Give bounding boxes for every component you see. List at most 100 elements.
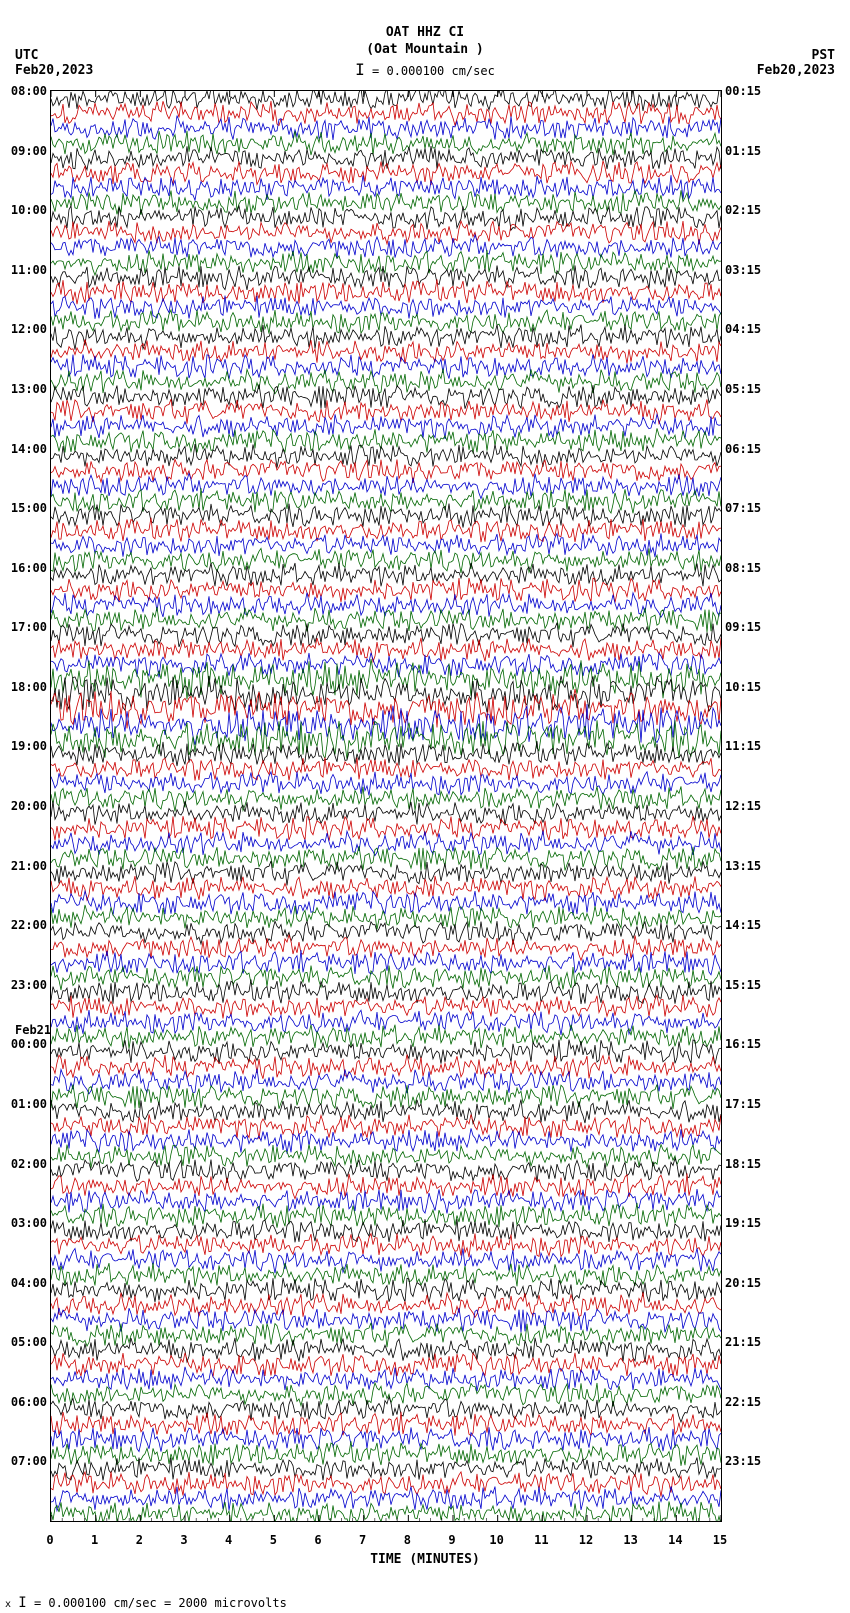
right-hour-label: 19:15	[725, 1216, 785, 1230]
seismic-trace	[51, 488, 721, 513]
right-hour-label: 16:15	[725, 1037, 785, 1051]
x-tick-label: 10	[487, 1533, 507, 1547]
timezone-left: UTC	[15, 48, 38, 63]
right-hour-label: 14:15	[725, 918, 785, 932]
x-tick-label: 15	[710, 1533, 730, 1547]
right-hour-label: 11:15	[725, 739, 785, 753]
right-hour-label: 23:15	[725, 1454, 785, 1468]
left-hour-label: 21:00	[2, 859, 47, 873]
seismic-trace	[51, 757, 721, 780]
right-hour-label: 17:15	[725, 1097, 785, 1111]
seismic-trace	[51, 741, 721, 766]
seismic-trace	[51, 340, 721, 364]
x-tick-label: 8	[397, 1533, 417, 1547]
left-hour-label: 03:00	[2, 1216, 47, 1230]
seismic-trace	[51, 607, 721, 632]
right-hour-label: 13:15	[725, 859, 785, 873]
seismic-trace	[51, 786, 721, 811]
seismic-trace	[51, 1472, 721, 1497]
seismic-trace	[51, 325, 721, 350]
seismic-trace	[51, 1025, 721, 1049]
seismic-trace	[51, 1158, 721, 1183]
left-hour-label: 19:00	[2, 739, 47, 753]
seismic-trace	[51, 1427, 721, 1452]
left-hour-label: 08:00	[2, 84, 47, 98]
seismic-trace	[51, 428, 721, 453]
left-hour-label: 09:00	[2, 144, 47, 158]
right-hour-label: 15:15	[725, 978, 785, 992]
seismic-trace	[51, 831, 721, 856]
left-hour-label: 23:00	[2, 978, 47, 992]
seismic-trace	[51, 1203, 721, 1228]
footer-scale: x I = 0.000100 cm/sec = 2000 microvolts	[5, 1595, 287, 1611]
seismic-trace	[51, 1100, 721, 1124]
left-hour-label: 11:00	[2, 263, 47, 277]
left-hour-label: 14:00	[2, 442, 47, 456]
seismic-trace	[51, 846, 721, 870]
x-tick-label: 14	[665, 1533, 685, 1547]
seismic-trace	[51, 861, 721, 886]
date-right: Feb20,2023	[757, 63, 835, 78]
x-tick-label: 9	[442, 1533, 462, 1547]
right-hour-label: 03:15	[725, 263, 785, 277]
seismic-trace	[51, 1367, 721, 1391]
left-hour-label: 16:00	[2, 561, 47, 575]
seismic-trace	[51, 593, 721, 618]
left-hour-label: 18:00	[2, 680, 47, 694]
right-hour-label: 01:15	[725, 144, 785, 158]
seismic-trace	[51, 1412, 721, 1436]
left-hour-label: 02:00	[2, 1157, 47, 1171]
seismic-trace	[51, 459, 721, 482]
left-hour-label: 06:00	[2, 1395, 47, 1409]
left-hour-label: 01:00	[2, 1097, 47, 1111]
seismic-trace	[51, 891, 721, 915]
x-tick-label: 11	[531, 1533, 551, 1547]
seismic-trace	[51, 653, 721, 678]
seismogram-container: OAT HHZ CI (Oat Mountain ) I = 0.000100 …	[0, 0, 850, 1613]
x-tick-label: 5	[263, 1533, 283, 1547]
right-hour-label: 02:15	[725, 203, 785, 217]
seismic-trace	[51, 816, 721, 841]
right-hour-label: 12:15	[725, 799, 785, 813]
seismic-trace	[51, 533, 721, 557]
helicorder-svg	[51, 91, 721, 1521]
x-tick-label: 2	[129, 1533, 149, 1547]
seismic-trace	[51, 369, 721, 394]
x-axis-label: TIME (MINUTES)	[0, 1552, 850, 1567]
x-tick-label: 13	[621, 1533, 641, 1547]
right-hour-label: 09:15	[725, 620, 785, 634]
seismic-trace	[51, 473, 721, 498]
x-tick-label: 12	[576, 1533, 596, 1547]
left-hour-label: 07:00	[2, 1454, 47, 1468]
x-tick-label: 6	[308, 1533, 328, 1547]
left-hour-label: 12:00	[2, 322, 47, 336]
seismic-trace	[51, 1114, 721, 1139]
right-hour-label: 05:15	[725, 382, 785, 396]
left-hour-label: 15:00	[2, 501, 47, 515]
station-name: (Oat Mountain )	[0, 42, 850, 57]
seismic-trace	[51, 1085, 721, 1109]
seismic-trace	[51, 250, 721, 275]
x-tick-label: 0	[40, 1533, 60, 1547]
seismic-trace	[51, 876, 721, 901]
seismic-trace	[51, 578, 721, 603]
day-break-label: Feb21	[15, 1023, 75, 1037]
left-hour-label: 00:00	[2, 1037, 47, 1051]
seismic-trace	[51, 206, 721, 230]
left-hour-label: 17:00	[2, 620, 47, 634]
seismic-trace	[51, 279, 721, 304]
date-left: Feb20,2023	[15, 63, 93, 78]
left-hour-label: 20:00	[2, 799, 47, 813]
scale-info: I = 0.000100 cm/sec	[0, 60, 850, 79]
left-hour-label: 10:00	[2, 203, 47, 217]
x-tick-label: 4	[219, 1533, 239, 1547]
right-hour-label: 18:15	[725, 1157, 785, 1171]
right-hour-label: 08:15	[725, 561, 785, 575]
scale-text: = 0.000100 cm/sec	[372, 64, 495, 78]
seismic-trace	[51, 1248, 721, 1273]
seismic-trace	[51, 1397, 721, 1422]
right-hour-label: 21:15	[725, 1335, 785, 1349]
timezone-right: PST	[812, 48, 835, 63]
right-hour-label: 04:15	[725, 322, 785, 336]
seismic-trace	[51, 1040, 721, 1065]
